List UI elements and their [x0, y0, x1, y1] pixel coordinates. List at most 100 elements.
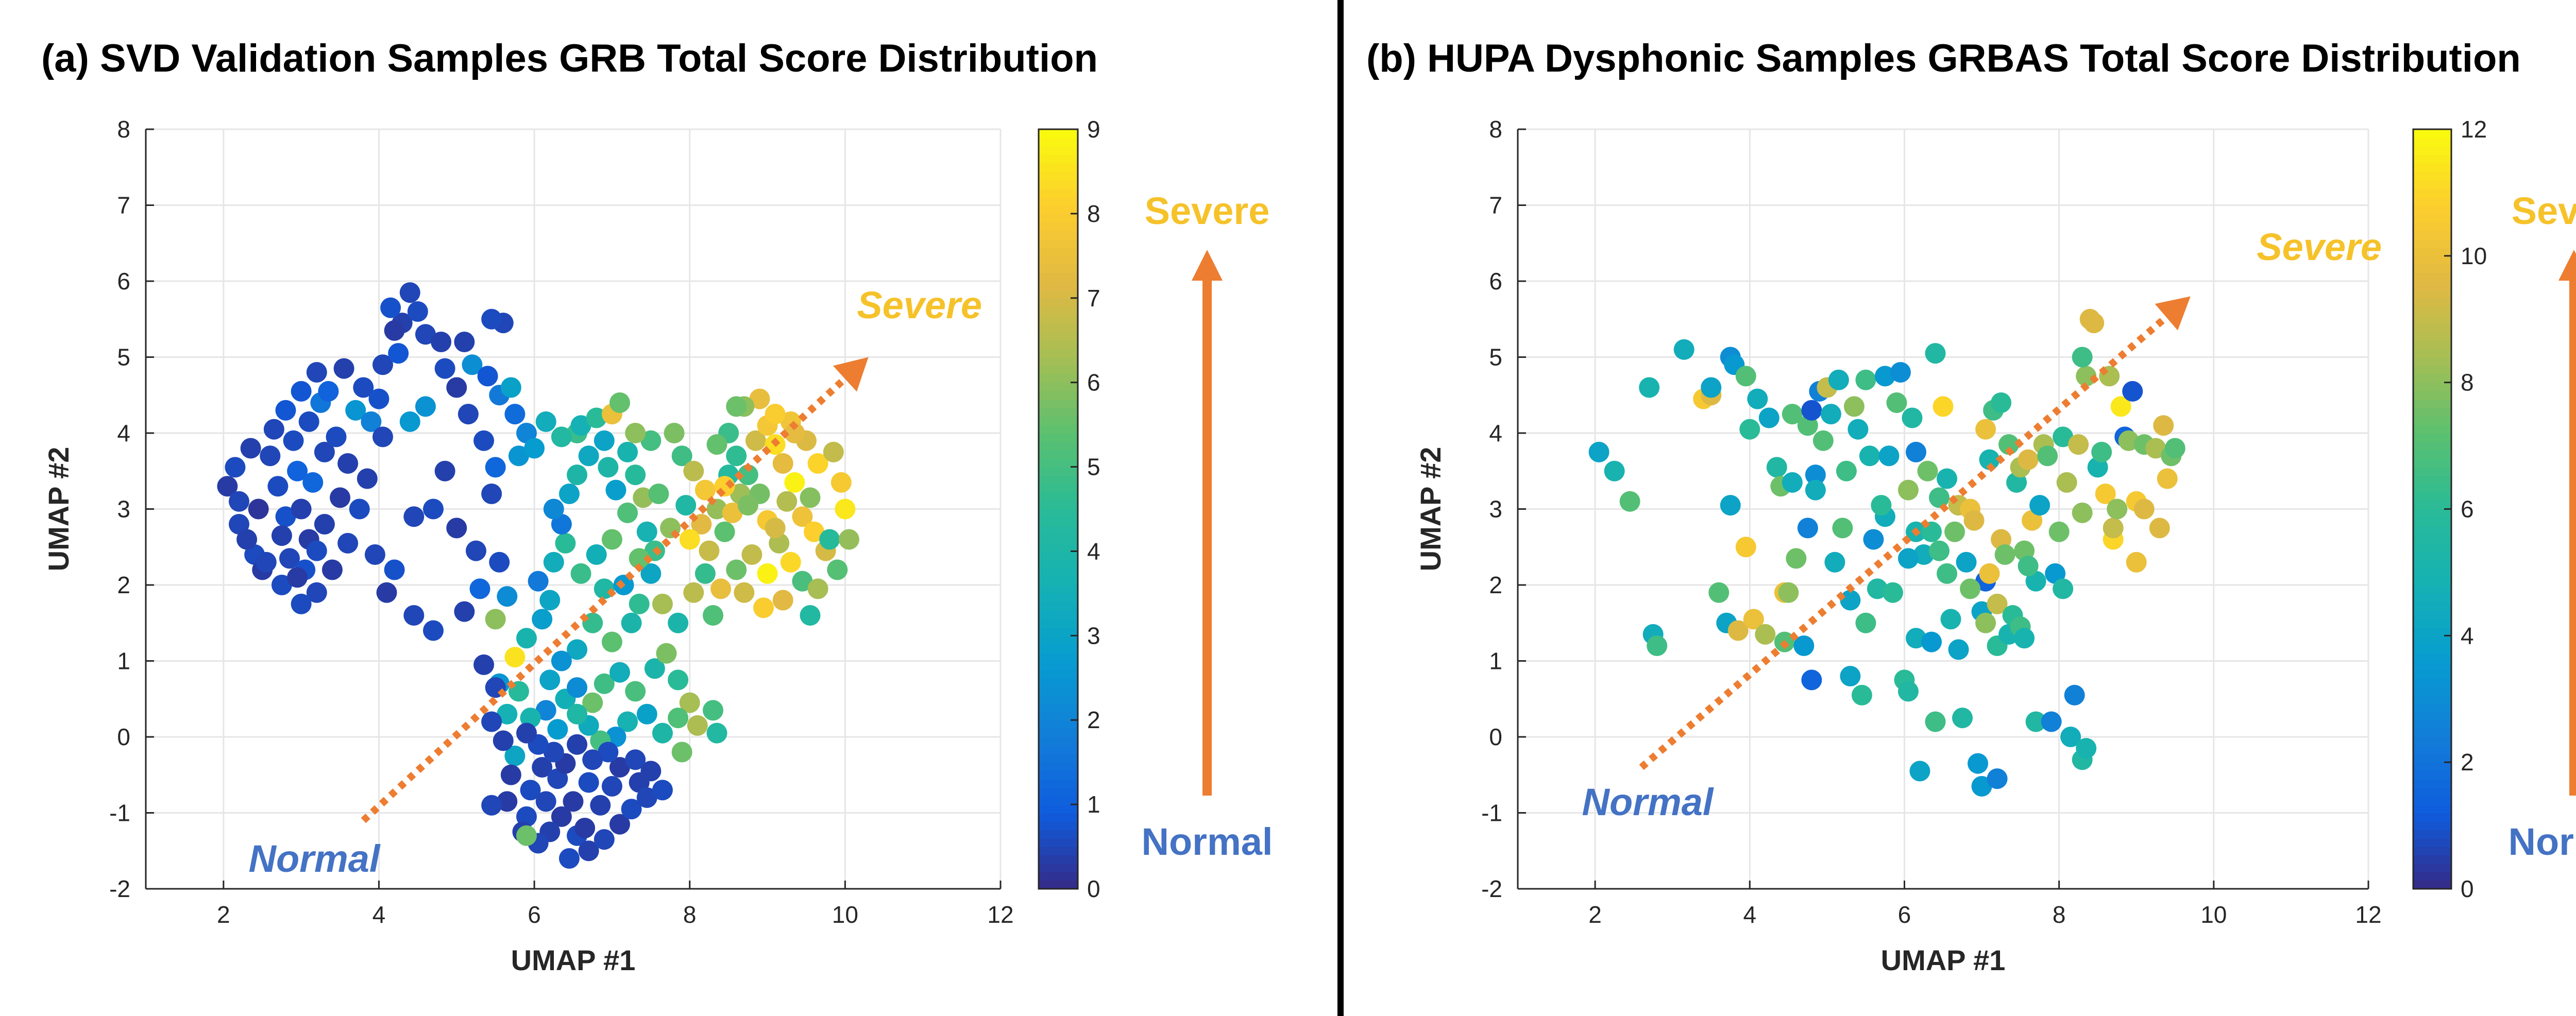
chart-b-point — [2053, 426, 2074, 447]
chart-a-colorbar-segment — [1039, 306, 1078, 316]
chart-a-point — [535, 700, 556, 721]
chart-a-point — [582, 749, 603, 770]
chart-a-x-axis-label: UMAP #1 — [511, 944, 636, 976]
chart-b-point — [2022, 510, 2043, 531]
chart-b-point — [1933, 396, 1954, 417]
chart-a-point — [535, 791, 556, 812]
chart-a-point — [524, 438, 545, 459]
chart-a-colorbar-segment — [1039, 770, 1078, 780]
chart-a-point — [710, 578, 732, 599]
chart-b-colorbar-segment — [2413, 813, 2451, 822]
chart-a-point — [621, 799, 642, 820]
chart-b-colorbar-segment — [2413, 661, 2451, 670]
chart-a-point — [823, 441, 844, 462]
chart-a-colorbar-segment — [1039, 424, 1078, 434]
chart-a-point — [337, 532, 359, 554]
chart-b-colorbar-segment — [2413, 407, 2451, 417]
chart-a-point — [609, 392, 630, 413]
chart-a-point — [547, 719, 568, 740]
chart-a-colorbar-tick-label: 8 — [1087, 200, 1100, 227]
chart-a-colorbar-segment — [1039, 188, 1078, 197]
chart-a-point — [497, 586, 518, 607]
chart-b-colorbar-segment — [2413, 357, 2451, 366]
chart-b-y-tick-label: 6 — [1489, 268, 1502, 295]
chart-a-point — [217, 476, 238, 497]
chart-a-point — [275, 400, 296, 421]
chart-b-colorbar-tick-label: 0 — [2461, 875, 2474, 902]
chart-b-colorbar-segment — [2413, 872, 2451, 881]
chart-a-colorbar-segment — [1039, 601, 1078, 611]
chart-a-point — [601, 631, 622, 652]
chart-b-point — [1673, 339, 1694, 360]
chart-b-point — [2045, 563, 2066, 584]
chart-b-point — [1743, 609, 1764, 630]
chart-a-annotations: Severe Normal Severe Normal — [249, 190, 1273, 880]
chart-b-colorbar-segment — [2413, 382, 2451, 391]
chart-a-colorbar-segment — [1039, 230, 1078, 239]
chart-b-point — [1604, 460, 1625, 481]
chart-b-colorbar-segment — [2413, 467, 2451, 476]
chart-b-point — [1832, 518, 1853, 539]
chart-b-point — [1848, 419, 1869, 440]
chart-a-point — [838, 529, 859, 550]
chart-a-colorbar-segment — [1039, 509, 1078, 518]
chart-a-colorbar-segment — [1039, 281, 1078, 290]
chart-b-point — [1968, 753, 1989, 774]
chart-b-colorbar-segment — [2413, 509, 2451, 518]
chart-a-point — [567, 677, 588, 698]
chart-b-point — [2064, 684, 2085, 705]
chart-a-colorbar-segment — [1039, 872, 1078, 881]
chart-a-colorbar-segment — [1039, 838, 1078, 847]
chart-b-point — [1998, 434, 2020, 455]
chart-a-colorbar-segment — [1039, 821, 1078, 831]
chart-b-colorbar-segment — [2413, 585, 2451, 594]
chart-b-colorbar-tick-label: 10 — [2461, 243, 2487, 269]
chart-a-point — [582, 692, 603, 713]
chart-a-points — [217, 282, 869, 869]
chart-b-colorbar-segment — [2413, 796, 2451, 805]
chart-b-colorbar-segment — [2413, 332, 2451, 341]
chart-b-colorbar-segment — [2413, 551, 2451, 560]
chart-a-point — [683, 582, 704, 603]
chart-a-point — [481, 308, 502, 330]
chart-b-point — [1840, 590, 1861, 611]
chart-a-point — [765, 518, 786, 539]
chart-b-bar-severe-label: Severe — [2512, 190, 2576, 232]
chart-a-colorbar-tick-label: 3 — [1087, 622, 1100, 649]
chart-a-point — [714, 521, 735, 542]
chart-a-point — [702, 605, 723, 626]
chart-a-point — [306, 362, 327, 383]
chart-a-colorbar-segment — [1039, 745, 1078, 754]
chart-a-point — [679, 692, 700, 713]
chart-b-point — [2068, 434, 2089, 455]
chart-a-colorbar-segment — [1039, 720, 1078, 729]
chart-a-point — [345, 400, 366, 421]
chart-b-point — [1960, 578, 1981, 599]
chart-b-point — [1878, 445, 1900, 467]
chart-a-point — [547, 768, 568, 789]
chart-a-point — [831, 472, 852, 493]
chart-b-colorbar-segment — [2413, 416, 2451, 425]
chart-a-point — [508, 445, 529, 467]
chart-b-point — [1921, 631, 1942, 652]
chart-b-colorbar-segment — [2413, 222, 2451, 231]
chart-b-point — [1735, 537, 1756, 558]
chart-b-y-tick-label: 7 — [1489, 192, 1502, 219]
chart-a-point — [772, 590, 793, 611]
chart-b-colorbar-segment — [2413, 264, 2451, 273]
chart-a-colorbar-segment — [1039, 534, 1078, 543]
chart-a-point — [594, 430, 615, 451]
chart-a-point — [275, 506, 296, 527]
chart-a-point — [302, 472, 324, 493]
chart-b-point — [1805, 479, 1826, 501]
chart-a-dot-normal-label: Normal — [249, 837, 381, 880]
chart-b-point — [2126, 552, 2147, 573]
chart-b-point — [1971, 776, 1992, 797]
chart-a-y-tick-label: 0 — [117, 724, 130, 750]
chart-b-colorbar-segment — [2413, 255, 2451, 265]
chart-b-point — [1720, 495, 1741, 516]
chart-b-colorbar-segment — [2413, 424, 2451, 434]
chart-a-colorbar-segment — [1039, 382, 1078, 391]
chart-a-point — [481, 795, 502, 816]
